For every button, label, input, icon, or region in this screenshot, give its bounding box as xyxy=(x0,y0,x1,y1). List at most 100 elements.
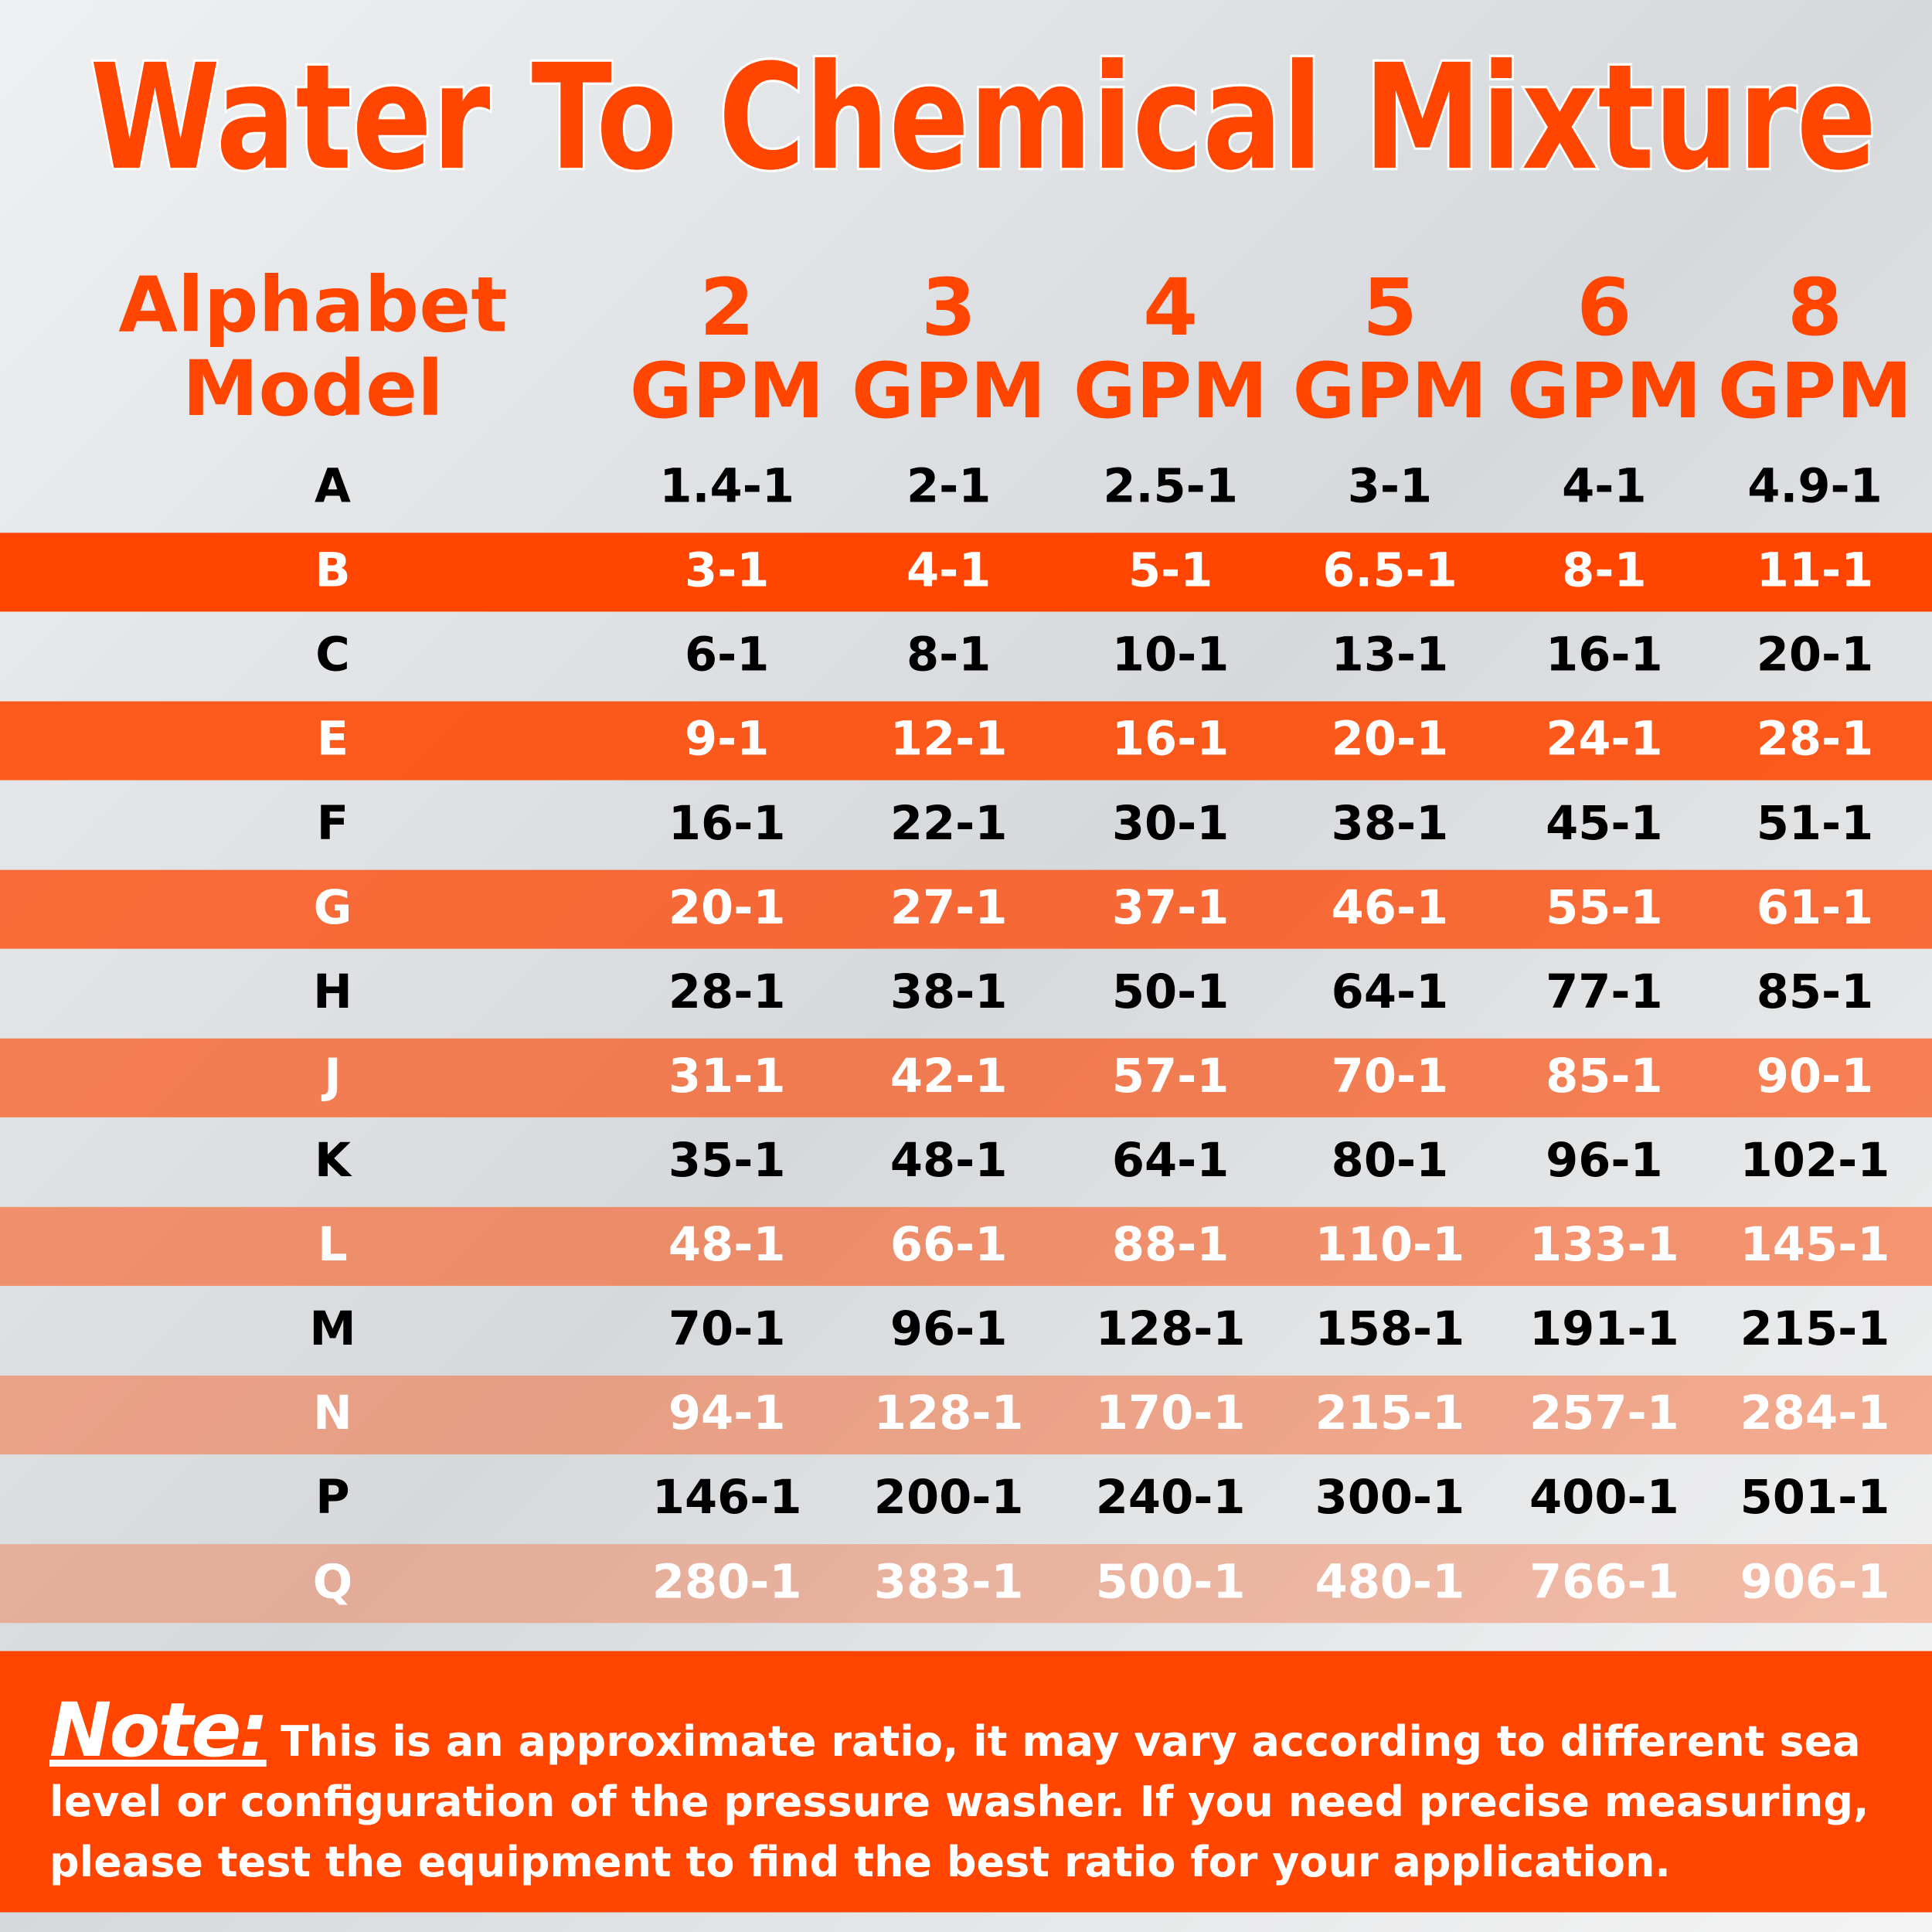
cell: 88-1 xyxy=(1112,1218,1230,1272)
cell: 10-1 xyxy=(1112,628,1230,682)
cell: 3-1 xyxy=(1348,460,1432,514)
cell: 61-1 xyxy=(1757,881,1874,935)
cell: 55-1 xyxy=(1546,881,1663,935)
cell: 64-1 xyxy=(1112,1134,1230,1188)
header-model: Alphabet xyxy=(118,261,507,350)
cell: 280-1 xyxy=(652,1555,802,1609)
cell: 9-1 xyxy=(685,713,769,767)
title: Water To Chemical Mixture xyxy=(90,33,1876,202)
cell: 128-1 xyxy=(874,1386,1024,1440)
cell: 3-1 xyxy=(685,544,769,598)
cell: 4-1 xyxy=(906,544,991,598)
row-model: L xyxy=(318,1218,348,1272)
cell: 11-1 xyxy=(1757,544,1874,598)
row-model: E xyxy=(317,713,349,767)
row-model: N xyxy=(313,1386,352,1440)
cell: 257-1 xyxy=(1529,1386,1679,1440)
cell: 30-1 xyxy=(1112,797,1230,851)
cell: 31-1 xyxy=(668,1049,786,1104)
header-number: 5 xyxy=(1362,262,1417,354)
cell: 284-1 xyxy=(1740,1386,1890,1440)
row-model: C xyxy=(315,628,349,682)
cell: 35-1 xyxy=(668,1134,786,1188)
cell: 77-1 xyxy=(1546,965,1663,1019)
cell: 48-1 xyxy=(890,1134,1008,1188)
cell: 85-1 xyxy=(1757,965,1874,1019)
cell: 2.5-1 xyxy=(1103,460,1238,514)
cell: 4-1 xyxy=(1562,460,1646,514)
row-model: F xyxy=(317,797,349,851)
cell: 96-1 xyxy=(1546,1134,1663,1188)
cell: 170-1 xyxy=(1096,1386,1246,1440)
header-unit: GPM xyxy=(1507,347,1702,436)
header-unit: GPM xyxy=(630,347,825,436)
cell: 145-1 xyxy=(1740,1218,1890,1272)
cell: 766-1 xyxy=(1529,1555,1679,1609)
cell: 64-1 xyxy=(1332,965,1449,1019)
cell: 28-1 xyxy=(1757,713,1874,767)
cell: 70-1 xyxy=(1332,1049,1449,1104)
cell: 146-1 xyxy=(652,1471,802,1525)
cell: 480-1 xyxy=(1315,1555,1465,1609)
header-unit: GPM xyxy=(1293,347,1488,436)
cell: 383-1 xyxy=(874,1555,1024,1609)
cell: 191-1 xyxy=(1529,1302,1679,1356)
row-band xyxy=(0,532,1932,612)
row-band xyxy=(0,869,1932,949)
cell: 20-1 xyxy=(668,881,786,935)
cell: 300-1 xyxy=(1315,1471,1465,1525)
cell: 80-1 xyxy=(1332,1134,1449,1188)
row-model: K xyxy=(315,1134,352,1188)
header-number: 4 xyxy=(1143,262,1198,354)
row-model: Q xyxy=(313,1555,353,1609)
row-band xyxy=(0,701,1932,781)
header-model: Model xyxy=(182,345,444,434)
cell: 906-1 xyxy=(1740,1555,1890,1609)
cell: 96-1 xyxy=(890,1302,1008,1356)
row-band xyxy=(0,1206,1932,1286)
cell: 22-1 xyxy=(890,797,1008,851)
row-model: P xyxy=(315,1471,349,1525)
cell: 45-1 xyxy=(1546,797,1663,851)
cell: 133-1 xyxy=(1529,1218,1679,1272)
cell: 13-1 xyxy=(1332,628,1449,682)
cell: 51-1 xyxy=(1757,797,1874,851)
header-number: 6 xyxy=(1577,262,1631,354)
row-model: M xyxy=(309,1302,355,1356)
cell: 2-1 xyxy=(906,460,991,514)
cell: 215-1 xyxy=(1315,1386,1465,1440)
note-box xyxy=(0,1651,1932,1913)
cell: 500-1 xyxy=(1096,1555,1246,1609)
cell: 501-1 xyxy=(1740,1471,1890,1525)
cell: 85-1 xyxy=(1546,1049,1663,1104)
cell: 240-1 xyxy=(1096,1471,1246,1525)
cell: 128-1 xyxy=(1096,1302,1246,1356)
cell: 200-1 xyxy=(874,1471,1024,1525)
cell: 5-1 xyxy=(1128,544,1213,598)
header-unit: GPM xyxy=(1073,347,1268,436)
cell: 400-1 xyxy=(1529,1471,1679,1525)
cell: 70-1 xyxy=(668,1302,786,1356)
cell: 6.5-1 xyxy=(1322,544,1458,598)
note-text: This is an approximate ratio, it may var… xyxy=(49,1717,1869,1886)
cell: 6-1 xyxy=(685,628,769,682)
cell: 42-1 xyxy=(890,1049,1008,1104)
note-label: Note: xyxy=(49,1687,269,1774)
cell: 66-1 xyxy=(890,1218,1008,1272)
cell: 1.4-1 xyxy=(659,460,794,514)
row-model: A xyxy=(315,460,351,514)
cell: 110-1 xyxy=(1315,1218,1465,1272)
header-unit: GPM xyxy=(852,347,1046,436)
header-unit: GPM xyxy=(1718,347,1913,436)
cell: 16-1 xyxy=(1112,713,1230,767)
cell: 50-1 xyxy=(1112,965,1230,1019)
cell: 38-1 xyxy=(890,965,1008,1019)
cell: 38-1 xyxy=(1332,797,1449,851)
header-number: 3 xyxy=(921,262,976,354)
row-model: H xyxy=(313,965,352,1019)
cell: 16-1 xyxy=(1546,628,1663,682)
